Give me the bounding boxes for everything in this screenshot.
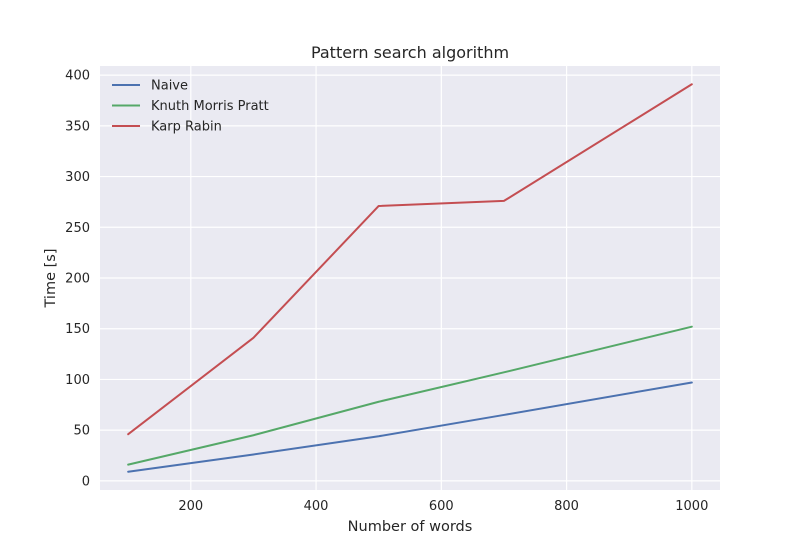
x-tick-label: 400 — [304, 499, 329, 514]
y-axis-label: Time [s] — [43, 249, 59, 309]
y-tick-label: 150 — [65, 322, 90, 337]
x-tick-label: 200 — [178, 499, 203, 514]
series-line-naive — [127, 381, 693, 473]
series-layer — [127, 83, 693, 473]
legend-label: Knuth Morris Pratt — [151, 99, 269, 114]
y-tick-label: 200 — [65, 272, 90, 287]
y-tick-label: 100 — [65, 373, 90, 388]
grid — [100, 66, 720, 490]
y-tick-label: 300 — [65, 170, 90, 185]
series-line-karp-rabin — [127, 83, 693, 436]
y-tick-label: 50 — [73, 424, 90, 439]
legend-label: Karp Rabin — [151, 120, 222, 135]
x-tick-label: 600 — [429, 499, 454, 514]
x-axis-label: Number of words — [348, 519, 473, 535]
x-tick-label: 800 — [554, 499, 579, 514]
y-tick-label: 0 — [82, 474, 90, 489]
y-tick-label: 350 — [65, 119, 90, 134]
legend: Naive Knuth Morris Pratt Karp Rabin — [112, 79, 269, 135]
ticks: 200 400 600 800 1000 0 50 100 150 200 250 300 350 400 — [65, 69, 708, 514]
series-line-knuth-morris-pratt — [127, 325, 693, 466]
chart-title: Pattern search algorithm — [311, 43, 509, 62]
x-tick-label: 1000 — [675, 499, 708, 514]
legend-label: Naive — [151, 79, 188, 94]
y-tick-label: 400 — [65, 69, 90, 84]
y-tick-label: 250 — [65, 221, 90, 236]
